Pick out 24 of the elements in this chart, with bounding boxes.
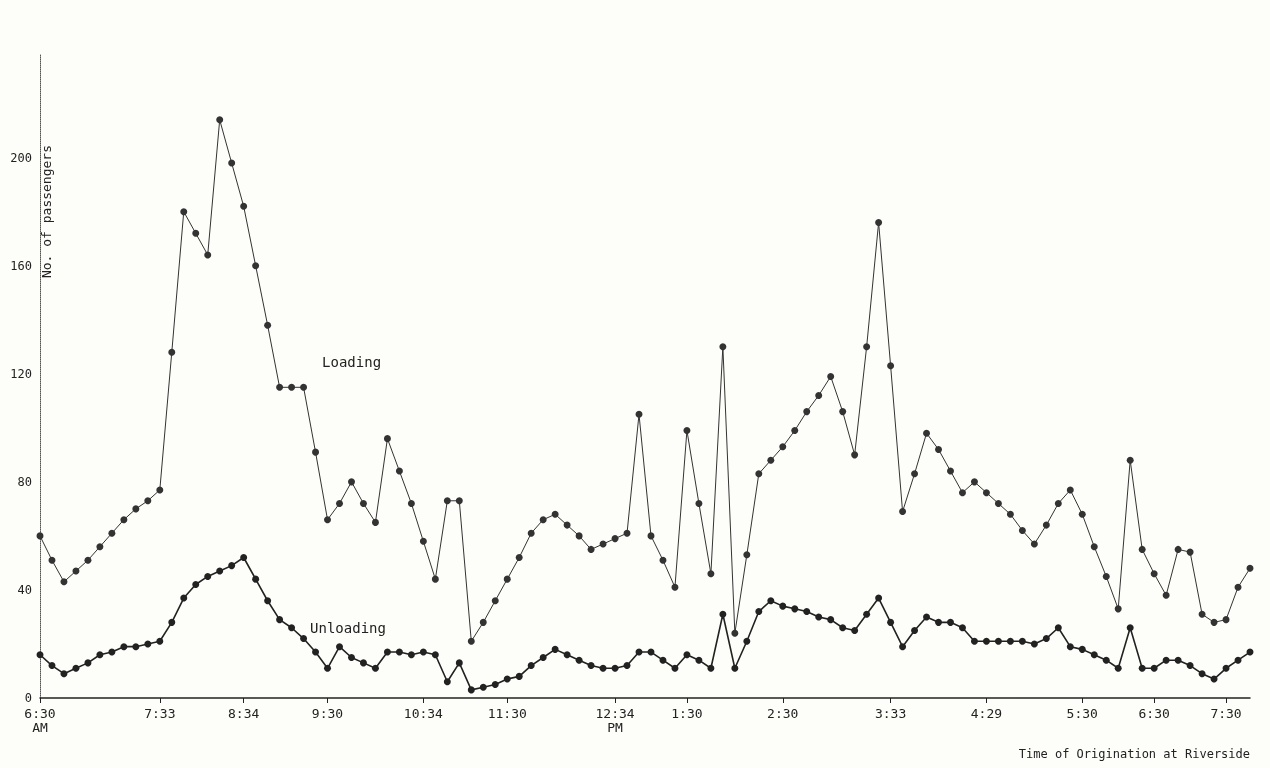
y-tick-label: 160 [10, 258, 32, 273]
y-tick-label: 80 [17, 474, 32, 489]
x-tick-label: 4:29 [970, 705, 1003, 721]
x-tick-label: 10:34 [403, 705, 444, 721]
x-tick-label: 9:30 [311, 705, 344, 721]
x-axis-title: Time of Origination at Riverside [1018, 747, 1250, 761]
x-tick-label: 8:34 [228, 705, 260, 721]
x-tick-label: 3:33 [874, 705, 907, 721]
x-tick-label: 7:33 [144, 705, 176, 721]
x-tick-label: 1:30 [671, 705, 703, 721]
x-tick-label: 12:34 PM [595, 705, 635, 735]
y-tick-label: 0 [24, 691, 32, 705]
series-label: Unloading [310, 619, 386, 636]
x-tick-label: 11:30 [487, 705, 527, 721]
series-label: Loading [322, 354, 382, 371]
x-tick-label: 6:30 AM [24, 705, 56, 735]
x-tick-label: 5:30 [1066, 705, 1098, 721]
y-tick-label: 40 [17, 582, 32, 597]
x-tick-label: 7:30 [1210, 705, 1242, 721]
y-tick-label: 120 [10, 366, 32, 381]
y-tick-label: 200 [10, 150, 32, 165]
y-axis-title: No. of passengers [39, 145, 54, 279]
x-tick-label: 2:30 [767, 705, 799, 721]
x-tick-label: 6:30 [1138, 705, 1170, 721]
